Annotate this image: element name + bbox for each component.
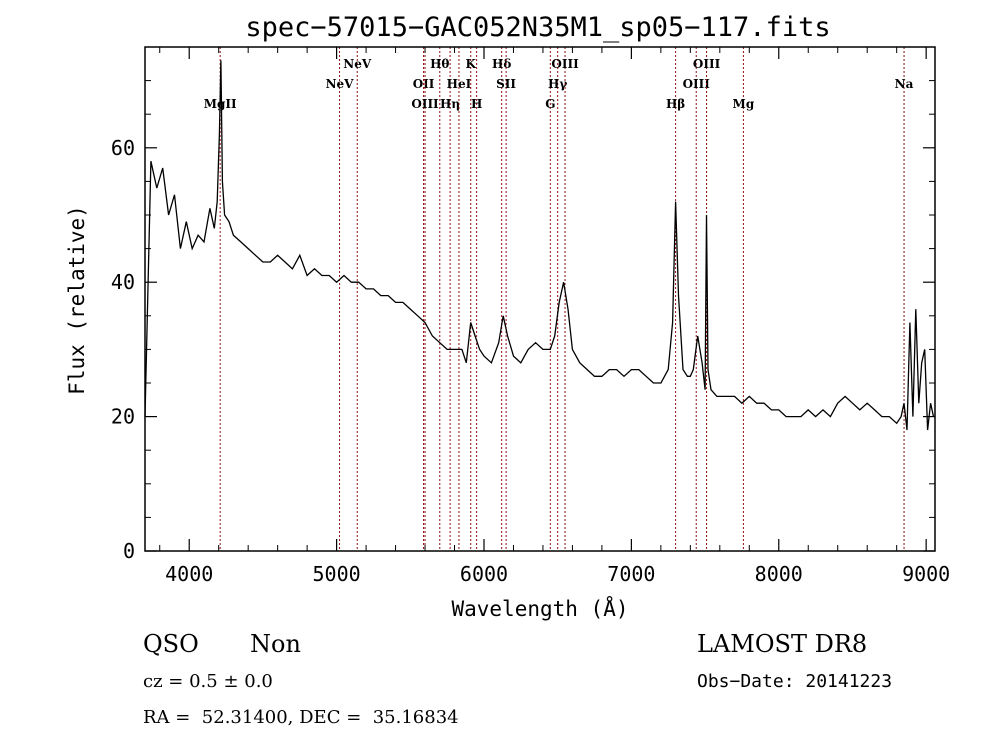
survey-name: LAMOST DR8 [697, 630, 868, 658]
line-label: HeI [447, 77, 472, 91]
y-tick-label: 40 [111, 270, 135, 294]
line-label: K [466, 57, 477, 71]
x-axis-label: Wavelength (Å) [451, 595, 628, 621]
x-tick-label: 8000 [755, 562, 803, 586]
line-label: OIII [683, 77, 711, 91]
spectrum-series [144, 60, 935, 431]
line-label: Hγ [548, 77, 567, 91]
x-tick-label: 6000 [460, 562, 508, 586]
object-subclass: Non [250, 630, 301, 658]
y-tick-label: 20 [111, 405, 135, 429]
object-class: QSO [143, 630, 199, 658]
line-label: Hη [440, 97, 460, 111]
y-tick-label: 0 [123, 539, 135, 563]
x-tick-label: 7000 [607, 562, 655, 586]
chart-title: spec−57015−GAC052N35M1_sp05−117.fits [245, 12, 830, 43]
line-label: Hθ [430, 57, 449, 71]
line-label: G [545, 97, 555, 111]
line-label: Hδ [492, 57, 511, 71]
line-label: H [471, 97, 482, 111]
axis-ticks: 4000 5000 6000 7000 8000 9000 0 20 40 60 [111, 46, 950, 586]
line-label: NeV [343, 57, 372, 71]
line-label: Hβ [666, 97, 685, 111]
y-axis-label: Flux (relative) [65, 205, 89, 395]
coordinates: RA = 52.31400, DEC = 35.16834 [143, 707, 459, 728]
line-label: Mg [733, 97, 755, 111]
x-tick-label: 9000 [902, 562, 950, 586]
line-label: OIII [693, 57, 721, 71]
redshift-cz: cz = 0.5 ± 0.0 [143, 671, 273, 692]
x-tick-label: 4000 [165, 562, 213, 586]
line-label: SII [496, 77, 516, 91]
line-label: NeV [326, 77, 355, 91]
line-label: OIII [551, 57, 579, 71]
plot-frame [144, 46, 936, 552]
line-label: OII [413, 77, 435, 91]
x-tick-label: 5000 [313, 562, 361, 586]
obs-date: Obs−Date: 20141223 [697, 671, 893, 692]
emission-line-markers: MgIINeVNeVOIIOIIIHθHηHeIKHHδSIIGHγOIIIHβ… [204, 47, 914, 551]
line-label: OIII [411, 97, 439, 111]
y-tick-label: 60 [111, 136, 135, 160]
line-label: Na [895, 77, 914, 91]
